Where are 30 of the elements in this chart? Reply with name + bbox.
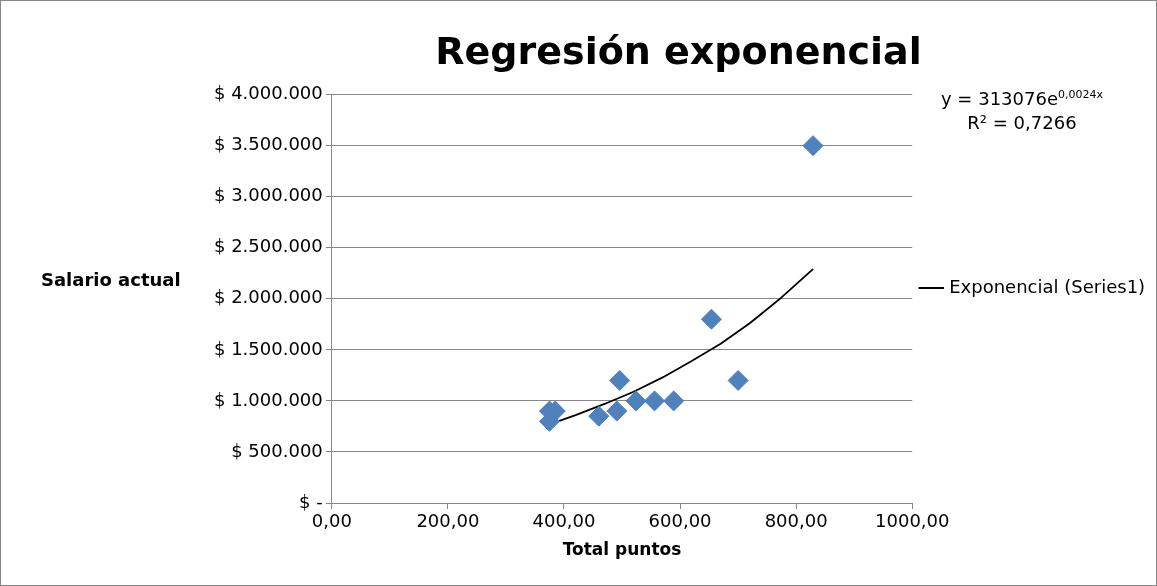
point: [700, 308, 722, 330]
x-tick-label: 1000,00: [875, 510, 950, 532]
y-tick-label: $ 1.500.000: [213, 337, 323, 359]
point: [625, 390, 647, 412]
y-tick-label: $ 2.000.000: [213, 286, 323, 308]
y-tick-label: $ 1.000.000: [213, 388, 323, 410]
y-tick-label: $ 2.500.000: [213, 235, 323, 257]
chart-title: Regresión exponencial: [435, 28, 922, 73]
x-tick-label: 800,00: [764, 510, 828, 532]
point: [606, 400, 628, 422]
y-tick-label: $ 500.000: [231, 439, 323, 461]
x-tick-label: 0,00: [311, 510, 352, 532]
point: [802, 135, 824, 157]
point: [588, 405, 610, 427]
text: R² = 0,7266: [966, 111, 1078, 136]
point: [644, 390, 666, 412]
y-tick-label: $ 4.000.000: [213, 82, 323, 104]
x-tick-label: 400,00: [532, 510, 596, 532]
point: [727, 369, 749, 391]
y-axis-title: Salario actual: [41, 269, 181, 290]
point: [609, 369, 631, 391]
x-tick-label: 200,00: [416, 510, 480, 532]
x-axis-title: Total puntos: [562, 539, 682, 560]
legend-label: Exponencial (Series1): [949, 275, 1146, 297]
y-tick-label: $ -: [299, 490, 323, 512]
x-tick-label: 600,00: [648, 510, 712, 532]
y-tick-label: $ 3.000.000: [213, 184, 323, 206]
y-tick-label: $ 3.500.000: [213, 133, 323, 155]
point: [663, 390, 685, 412]
text: y = 313076e$^{0,0024x}$: [941, 87, 1103, 111]
